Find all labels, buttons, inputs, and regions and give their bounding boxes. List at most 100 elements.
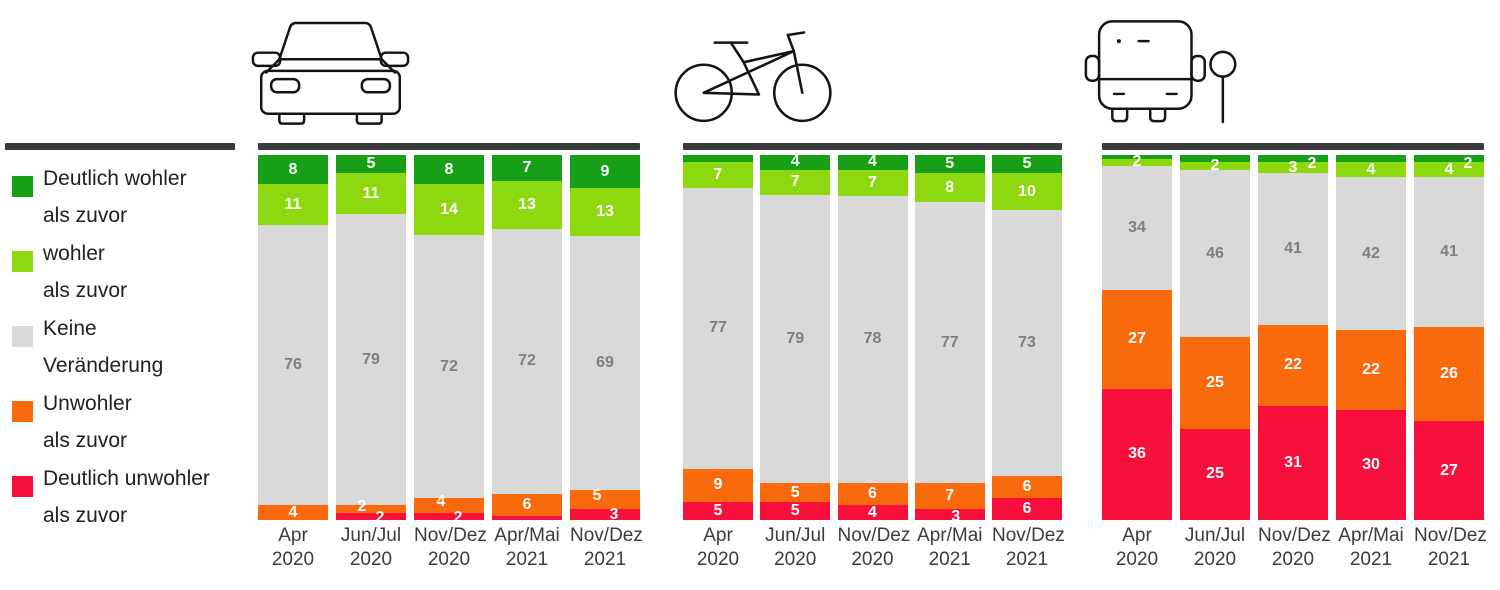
segment-value-label: 5 xyxy=(790,501,800,519)
bar-segment: 5 xyxy=(992,155,1062,174)
segment-value-label: 41 xyxy=(1284,239,1302,257)
segment-value-label: 7 xyxy=(713,166,723,184)
bar-column: 2 4 41 26 27 xyxy=(1414,155,1484,520)
segment-value-label: 7 xyxy=(945,487,955,505)
segment-value-label: 78 xyxy=(863,330,882,348)
bar-segment: 72 xyxy=(492,228,562,495)
x-axis-label: Nov/Dez 2020 xyxy=(1258,525,1331,570)
segment-value-label: 4 xyxy=(288,503,298,521)
bar-segment: 36 xyxy=(1102,388,1172,520)
x-axis-label: Nov/Dez 2021 xyxy=(570,525,643,570)
segment-value-label: 27 xyxy=(1128,330,1146,348)
bar-segment: 6 xyxy=(992,498,1062,520)
car-icon xyxy=(248,10,413,130)
bar-segment: 6 xyxy=(492,494,562,517)
segment-value-label: 2 xyxy=(1210,156,1220,174)
segment-value-label: 9 xyxy=(600,162,610,180)
segment-value-label: 72 xyxy=(440,357,458,375)
bar-segment: 8 xyxy=(414,155,484,185)
bar-segment: 77 xyxy=(914,202,985,484)
segment-value-label: 22 xyxy=(1284,356,1302,374)
bar-segment: 5 xyxy=(570,486,640,509)
segment-value-label: 4 xyxy=(1444,160,1454,178)
bar-segment: 22 xyxy=(1258,324,1328,406)
bar-column: 4 7 78 6 4 xyxy=(837,153,908,521)
segment-value-label: 36 xyxy=(1128,445,1146,463)
segment-value-label: 2 xyxy=(453,509,463,527)
bar-segment xyxy=(492,516,562,520)
segment-value-label: 8 xyxy=(444,160,454,178)
segment-value-label: 73 xyxy=(1018,333,1036,351)
bicycle-icon xyxy=(668,10,838,128)
bar-segment: 77 xyxy=(683,187,753,469)
x-axis-label: Apr 2020 xyxy=(696,525,740,570)
bar-segment: 5 xyxy=(760,501,831,520)
segment-value-label: 25 xyxy=(1206,465,1224,483)
bar-segment: 30 xyxy=(1336,410,1406,520)
bar-segment: 41 xyxy=(1414,176,1484,327)
segment-value-label: 79 xyxy=(786,330,805,348)
bar-column: 2 34 27 36 xyxy=(1102,153,1172,520)
bar-column: 4 42 22 30 xyxy=(1336,155,1406,520)
segment-value-label: 3 xyxy=(951,507,961,525)
bar-segment: 5 xyxy=(683,501,753,520)
x-axis-label: Apr 2020 xyxy=(271,525,315,570)
segment-value-label: 6 xyxy=(1022,500,1032,518)
segment-value-label: 4 xyxy=(436,493,446,511)
segment-value-label: 7 xyxy=(790,173,800,191)
x-axis-label: Apr 2020 xyxy=(1115,525,1159,570)
segment-value-label: 5 xyxy=(945,155,955,173)
bar-segment: 2 xyxy=(336,498,406,515)
legend-label: wohler als zuvor xyxy=(43,242,128,302)
car-divider-bar xyxy=(258,143,640,150)
segment-value-label: 26 xyxy=(1440,364,1458,382)
segment-value-label: 72 xyxy=(518,352,536,370)
bar-segment xyxy=(1180,155,1250,163)
legend-swatch-keine_veraenderung xyxy=(12,326,33,347)
bar-segment: 76 xyxy=(258,225,328,506)
bar-column: 5 10 73 6 6 xyxy=(992,155,1062,520)
bike-divider-bar xyxy=(683,143,1062,150)
bar-segment: 4 xyxy=(414,493,484,513)
bar-segment: 5 xyxy=(336,155,406,174)
legend-item-keine_veraenderung: Keine Veränderung xyxy=(5,310,255,385)
bar-segment: 8 xyxy=(258,155,328,185)
bar-segment: 7 xyxy=(683,162,753,188)
legend-item-deutlich_wohler: Deutlich wohler als zuvor xyxy=(5,160,255,235)
segment-value-label: 79 xyxy=(362,350,380,368)
bar-segment: 27 xyxy=(1102,290,1172,389)
bar-segment: 5 xyxy=(760,483,831,502)
segment-value-label: 5 xyxy=(366,155,376,173)
legend-label: Deutlich wohler als zuvor xyxy=(43,167,187,227)
bar-segment: 8 xyxy=(914,173,985,203)
segment-value-label: 8 xyxy=(288,160,298,178)
bar-segment: 7 xyxy=(837,169,908,196)
x-axis-label: Nov/Dez 2021 xyxy=(1414,525,1487,570)
bar-segment: 11 xyxy=(258,184,328,226)
bar-segment: 13 xyxy=(492,180,562,229)
bar-column: 5 11 79 2 2 xyxy=(336,155,406,526)
bar-segment: 2 xyxy=(1180,157,1250,174)
x-axis-label: Apr/Mai 2021 xyxy=(1338,525,1404,570)
bar-column: 9 13 69 5 3 xyxy=(570,155,640,523)
x-axis-label: Jun/Jul 2020 xyxy=(340,525,402,570)
bar-segment: 79 xyxy=(760,195,831,484)
legend-item-wohler: wohler als zuvor xyxy=(5,235,255,310)
bar-segment: 22 xyxy=(1336,330,1406,411)
segment-value-label: 7 xyxy=(522,158,532,176)
segment-value-label: 10 xyxy=(1018,182,1036,200)
segment-value-label: 6 xyxy=(522,496,532,514)
segment-value-label: 2 xyxy=(1463,154,1473,172)
legend-label: Keine Veränderung xyxy=(43,317,164,377)
segment-value-label: 25 xyxy=(1206,374,1224,392)
bar-segment: 72 xyxy=(414,235,484,499)
segment-value-label: 5 xyxy=(592,486,602,504)
bar-segment: 6 xyxy=(992,476,1062,499)
legend-swatch-deutlich_wohler xyxy=(12,176,33,197)
bar-segment: 31 xyxy=(1258,405,1328,520)
bar-column: 5 8 77 7 3 xyxy=(914,155,985,525)
segment-value-label: 27 xyxy=(1440,461,1458,479)
legend-swatch-unwohler xyxy=(12,401,33,422)
segment-value-label: 2 xyxy=(375,509,385,527)
segment-value-label: 3 xyxy=(609,506,619,524)
